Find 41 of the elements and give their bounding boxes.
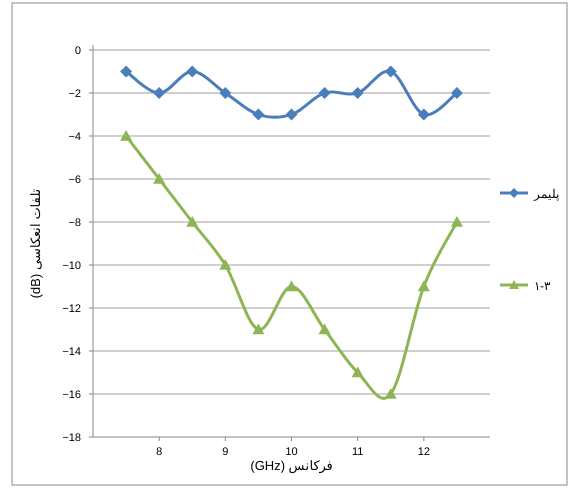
x-tick-label: 11: [352, 446, 364, 458]
point: [286, 280, 298, 292]
point: [186, 216, 198, 227]
y-tick-label: −6: [68, 174, 81, 186]
y-tick-label: −14: [62, 346, 81, 358]
point: [418, 280, 430, 292]
x-tick-label: 10: [285, 446, 298, 458]
x-tick-label: 12: [418, 446, 430, 458]
point: [384, 388, 397, 399]
y-tick-label: −16: [62, 389, 81, 401]
point: [186, 66, 198, 78]
y-tick-label: −4: [68, 131, 81, 143]
point: [153, 173, 166, 184]
y-tick-label: −18: [62, 432, 81, 444]
y-tick-label: −8: [68, 217, 81, 229]
y-tick-label: 0: [74, 45, 81, 57]
y-axis-title: تلفات انعکاسی (dB): [28, 188, 43, 298]
point: [450, 216, 463, 227]
point: [252, 324, 264, 334]
x-axis-title: فرکانس (GHz): [250, 458, 333, 474]
legend-label: ۱-۳: [534, 279, 551, 293]
point: [352, 366, 364, 378]
point: [318, 324, 331, 334]
point: [219, 87, 232, 99]
y-tick-label: −2: [68, 88, 81, 100]
y-tick-label: −12: [62, 303, 81, 315]
point: [153, 87, 166, 99]
point: [219, 259, 232, 270]
point: [418, 108, 430, 120]
x-tick-label: 8: [156, 446, 162, 458]
point: [384, 66, 397, 78]
point: [120, 66, 132, 78]
x-tick-label: 9: [222, 446, 228, 458]
point: [120, 130, 132, 141]
legend-label: پلیمر: [533, 187, 559, 201]
point: [450, 87, 463, 99]
point: [352, 87, 364, 99]
point: [286, 108, 298, 120]
point: [318, 87, 331, 99]
y-tick-label: −10: [62, 260, 81, 272]
point: [252, 108, 264, 120]
